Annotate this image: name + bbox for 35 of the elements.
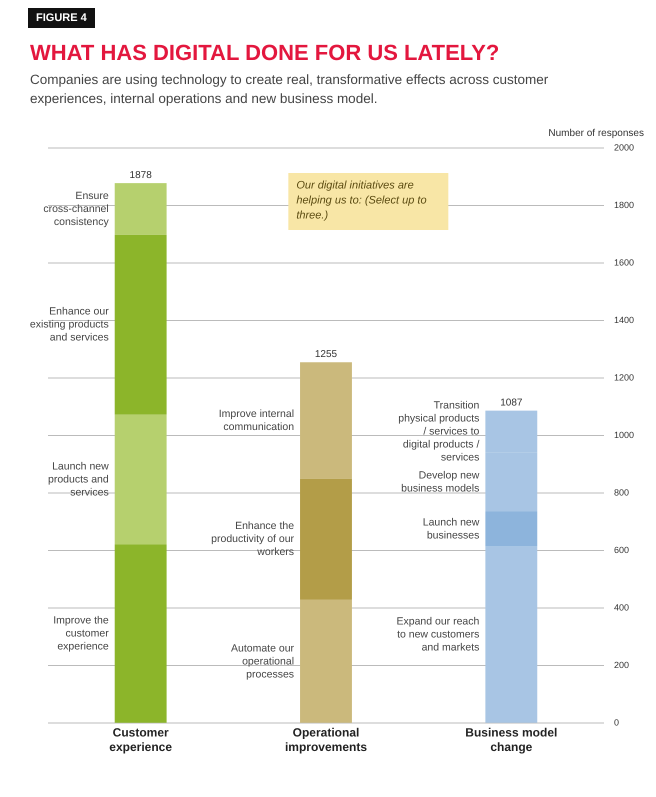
annotation: Expand our reach to new customers and markets: [396, 616, 480, 654]
annotation: Improve the customer experience: [53, 614, 110, 653]
annotation: Transition physical products / services to digital products / services: [398, 399, 480, 464]
y-tick-label: 2000: [614, 142, 634, 152]
y-tick-label: 200: [614, 660, 630, 670]
x-tick-label: Business model change: [465, 726, 558, 754]
annotation: Launch new products and services: [48, 460, 110, 498]
annotation: Our digital initiatives are helping us to: (Select up to three.): [296, 180, 427, 222]
chart-subtitle: Companies are using technology to create real, transformative effects across customer experiences, internal operations and new business model.: [30, 71, 550, 108]
annotation: Launch new businesses: [422, 516, 480, 542]
total-label: 1255: [314, 349, 338, 360]
total-label: 1087: [500, 397, 523, 408]
y-tick-label: 1600: [614, 258, 634, 268]
x-tick-label: Customer experience: [109, 726, 172, 754]
annotation: Improve internal communication: [218, 408, 294, 433]
bar: [300, 478, 352, 600]
chart-title: WHAT HAS DIGITAL DONE FOR US LATELY?: [30, 40, 500, 66]
y-tick-label: 1800: [614, 200, 634, 210]
y-tick-label: 1000: [614, 430, 634, 440]
annotation: Ensure cross-channel consistency: [43, 190, 110, 228]
bar: [485, 512, 538, 546]
y-axis-title: Number of responses: [548, 128, 644, 139]
y-tick-label: 400: [614, 602, 630, 613]
y-tick-label: 800: [614, 488, 630, 498]
y-tick-label: 1400: [614, 315, 634, 326]
y-tick-label: 0: [614, 718, 619, 728]
annotation: Enhance the productivity of our workers: [211, 520, 295, 558]
y-tick-label: 1200: [614, 372, 634, 383]
caption: FIGURE 4: [28, 8, 95, 28]
annotation: Develop new business models: [401, 469, 480, 494]
total-label: 1878: [130, 170, 152, 181]
x-tick-label: Operational improvements: [284, 726, 368, 754]
annotation: Automate our operational processes: [230, 642, 295, 680]
y-tick-label: 600: [614, 545, 630, 556]
annotation: Enhance our existing products and services: [30, 306, 110, 344]
